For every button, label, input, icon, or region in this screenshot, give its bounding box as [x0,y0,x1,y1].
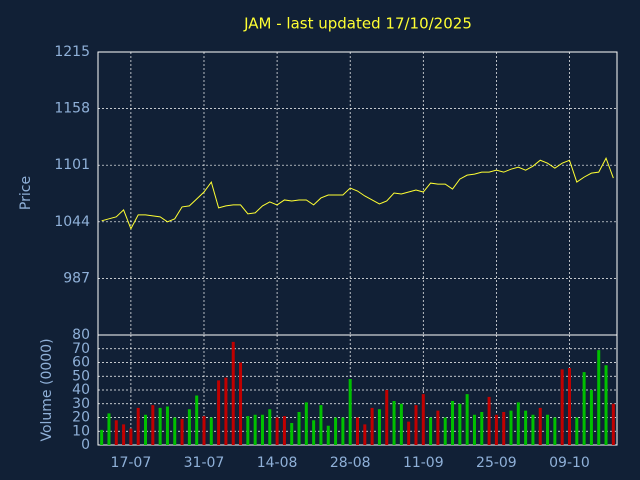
volume-bar [494,414,498,445]
volume-bar [480,412,484,445]
volume-bar [472,414,476,445]
y-tick-label: 0 [81,437,90,453]
volume-bar [122,424,126,445]
volume-bar [407,421,411,445]
volume-bar [553,417,557,445]
volume-bar [524,410,528,445]
volume-bar [173,417,177,445]
y-tick-label: 60 [72,355,90,371]
volume-bar [341,417,345,445]
volume-bar [575,417,579,445]
y-tick-label: 1101 [54,157,90,173]
volume-bar [392,401,396,445]
volume-bar [151,405,155,445]
volume-bar [275,417,279,445]
x-tick-label: 11-09 [403,455,444,471]
volume-bar [399,403,403,445]
volume-bar [246,416,250,445]
volume-bar [100,429,104,445]
volume-bar [465,394,469,445]
x-tick-label: 25-09 [476,455,517,471]
volume-bar [260,414,264,445]
y-tick-label: 987 [63,270,90,286]
volume-bar [129,428,133,445]
y-tick-label: 1215 [54,44,90,60]
volume-bar [202,416,206,445]
volume-bar [582,372,586,445]
volume-bar [144,414,148,445]
volume-bar [385,390,389,445]
price-line [101,157,614,230]
volume-bar [356,417,359,445]
volume-bar [451,401,455,445]
volume-bar [187,409,191,445]
volume-bar [319,405,323,445]
volume-bar [158,407,162,445]
volume-bar [304,402,308,445]
y-tick-label: 40 [72,382,90,398]
volume-bar [516,402,520,445]
y-tick-label: 70 [72,341,90,357]
volume-bar [195,395,199,445]
volume-bar [231,341,235,445]
x-tick-label: 17-07 [111,455,152,471]
volume-bar [209,417,213,445]
volume-bar [546,414,550,445]
volume-bar [458,403,462,445]
volume-bar [597,350,601,445]
volume-bar [282,416,286,445]
volume-bar [531,414,535,445]
volume-bar [165,406,169,445]
volume-bar [136,407,140,445]
volume-bar [604,365,608,445]
volume-bar [180,418,184,445]
volume-bar [567,368,571,445]
volume-bar [560,369,564,445]
volume-bar [502,412,506,445]
y-axis-label: Volume (0000) [39,338,55,441]
y-tick-label: 80 [72,327,90,343]
plot-frame [97,51,618,336]
volume-bar [611,403,615,445]
volume-bar [370,407,374,445]
volume-bar [589,390,593,445]
y-tick-label: 1044 [54,214,90,230]
volume-bar [217,380,221,445]
y-tick-label: 20 [72,410,90,426]
volume-bar [312,420,316,445]
volume-bar [326,425,330,445]
volume-bar [268,409,272,445]
x-tick-label: 14-08 [257,455,298,471]
x-tick-label: 28-08 [330,455,371,471]
volume-bar [436,410,440,445]
volume-bar [290,423,294,445]
volume-bar [334,417,338,445]
volume-bar [421,394,425,445]
volume-bar [348,379,352,445]
volume-bar [363,424,367,445]
volume-bar [239,362,243,445]
y-axis-label: Price [18,176,34,210]
volume-bar [443,417,447,445]
volume-bar [107,413,111,445]
volume-bar [509,410,513,445]
y-tick-label: 30 [72,396,90,412]
volume-bar [224,377,228,445]
volume-bar [538,407,542,445]
volume-bar [297,412,301,445]
y-tick-label: 1158 [54,101,90,117]
y-tick-label: 50 [72,368,90,384]
volume-bar [487,396,491,445]
volume-bar [114,420,118,445]
y-tick-label: 10 [72,423,90,439]
volume-bar [253,414,257,445]
x-tick-label: 31-07 [184,455,225,471]
volume-bar [377,409,381,445]
chart-title: JAM - last updated 17/10/2025 [243,15,472,33]
volume-bar [429,417,433,445]
x-tick-label: 09-10 [549,455,590,471]
volume-bar [414,405,418,445]
